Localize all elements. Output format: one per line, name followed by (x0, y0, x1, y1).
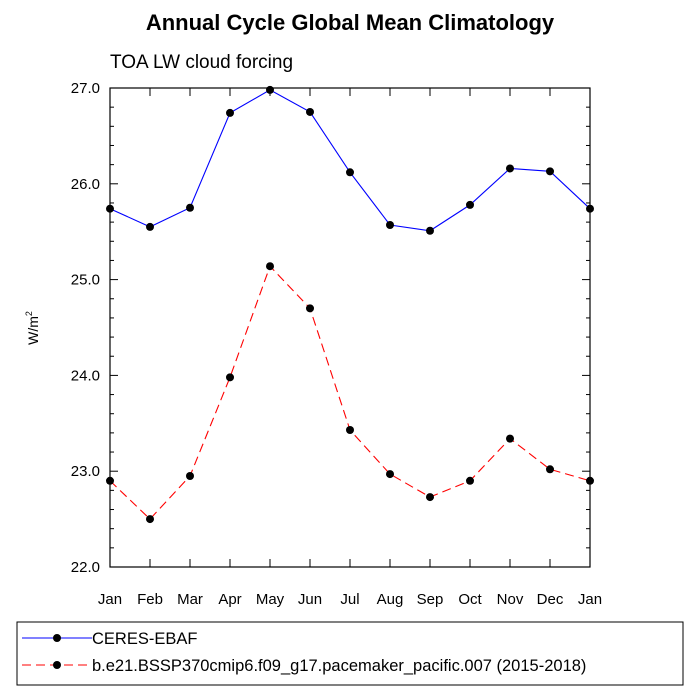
series-2-point (346, 426, 354, 435)
x-tick-label: Feb (137, 591, 163, 608)
series-1-line (109, 89, 591, 232)
series-1-point (186, 203, 194, 212)
series-2-point (266, 262, 274, 271)
series-1-point (426, 226, 434, 235)
chart-subtitle: TOA LW cloud forcing (110, 52, 293, 73)
series-1-point (146, 222, 154, 231)
series-1-point (546, 167, 554, 176)
legend-marker (53, 661, 61, 669)
series-2-point (546, 465, 554, 474)
x-tick-label: Jan (98, 591, 122, 608)
legend-box (16, 621, 684, 686)
series-2-point (146, 515, 154, 524)
series-1-point (466, 200, 474, 209)
x-tick-label: May (256, 591, 285, 608)
legend: CERES-EBAF b.e21.BSSP370cmip6.f09_g17.pac… (22, 630, 586, 675)
legend-entry-1: CERES-EBAF (22, 630, 197, 648)
series-2-point (386, 470, 394, 479)
legend-marker (53, 634, 61, 642)
series-2 (106, 262, 594, 524)
series-1-point (306, 107, 314, 116)
x-tick-label: Aug (377, 591, 404, 608)
y-tick-label: 27.0 (71, 80, 100, 97)
y-tick-label: 22.0 (71, 559, 100, 576)
chart-title: Annual Cycle Global Mean Climatology (146, 10, 555, 35)
y-axis: 22.0 23.0 24.0 25.0 26.0 27.0 (71, 80, 590, 576)
x-axis: Jan Feb Mar Apr May Jun Jul Aug Sep Oct Nov Dec Jan (98, 88, 602, 608)
y-tick-label: 24.0 (71, 367, 100, 384)
series-1-point (386, 220, 394, 229)
series-2-point (106, 476, 114, 485)
y-axis-label-text: W/m (25, 316, 41, 345)
series-2-point (306, 304, 314, 313)
legend-label: CERES-EBAF (92, 630, 197, 648)
series-2-point (186, 471, 194, 480)
series-2-point (466, 476, 474, 485)
legend-label: b.e21.BSSP370cmip6.f09_g17.pacemaker_pac… (92, 657, 586, 675)
x-tick-label: Nov (497, 591, 524, 608)
x-tick-label: Oct (458, 591, 482, 608)
plot-frame (109, 87, 591, 568)
series-1-point (506, 164, 514, 173)
x-tick-label: Jun (298, 591, 322, 608)
series-2-point (426, 493, 434, 502)
y-tick-label: 25.0 (71, 272, 100, 289)
x-tick-label: Jul (340, 591, 359, 608)
series-1-point (266, 85, 274, 94)
x-tick-label: Sep (417, 591, 444, 608)
series-2-line (109, 265, 591, 520)
series-1-point (106, 204, 114, 213)
series-1-point (586, 204, 594, 213)
series-2-point (586, 476, 594, 485)
x-tick-label: Mar (177, 591, 203, 608)
y-tick-label: 26.0 (71, 176, 100, 193)
series-2-point (506, 434, 514, 443)
x-tick-label: Apr (218, 591, 241, 608)
series-1-point (346, 168, 354, 177)
series-2-point (226, 373, 234, 382)
y-axis-label-superscript: 2 (24, 311, 34, 316)
series-1-point (226, 108, 234, 117)
legend-entry-2: b.e21.BSSP370cmip6.f09_g17.pacemaker_pac… (22, 657, 586, 675)
x-tick-label: Dec (537, 591, 564, 608)
y-axis-label: W/m2 (24, 311, 41, 345)
y-tick-label: 23.0 (71, 463, 100, 480)
x-tick-label: Jan (578, 591, 602, 608)
series-1 (106, 85, 594, 235)
